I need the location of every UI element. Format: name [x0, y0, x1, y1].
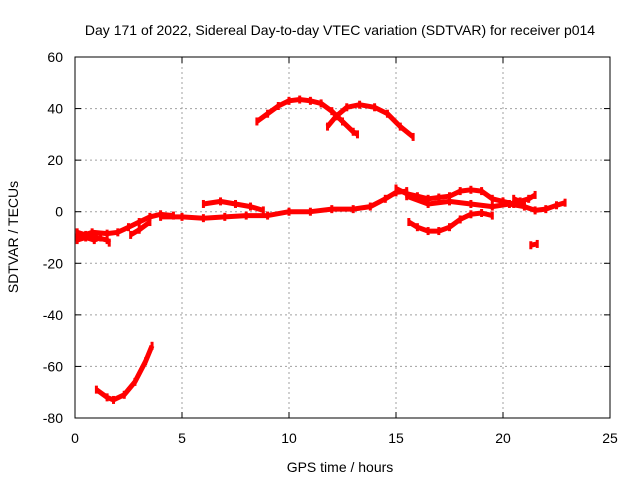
- y-tick-label: -80: [43, 410, 63, 426]
- y-tick-label: 20: [47, 152, 63, 168]
- y-axis-label: SDTVAR / TECUs: [5, 181, 21, 293]
- x-tick-label: 20: [495, 430, 511, 446]
- series-line-track-e: [203, 198, 265, 213]
- y-tick-label: -20: [43, 255, 63, 271]
- series-line-track-h: [325, 102, 415, 139]
- y-tick-label: -40: [43, 307, 63, 323]
- series-line-track-l: [512, 192, 537, 204]
- series-line-track-g: [255, 97, 359, 137]
- plot-frame: [74, 56, 611, 419]
- y-tick-label: 0: [55, 204, 63, 220]
- x-axis-label: GPS time / hours: [287, 459, 394, 475]
- x-tick-label: 10: [281, 430, 297, 446]
- chart-title: Day 171 of 2022, Sidereal Day-to-day VTE…: [85, 22, 595, 38]
- series-line-track-n: [76, 235, 102, 243]
- y-tick-label: -60: [43, 358, 63, 374]
- series-group: [75, 95, 567, 404]
- y-ticks: -80 -60 -40 -20 0 20 40 60: [43, 49, 610, 426]
- y-tick-label: 60: [47, 49, 63, 65]
- x-ticks: 0 5 10 15 20 25: [71, 57, 618, 446]
- grid-lines: [75, 57, 610, 418]
- y-tick-label: 40: [47, 101, 63, 117]
- series-line-track-d: [160, 188, 408, 221]
- x-tick-label: 0: [71, 430, 79, 446]
- x-tick-label: 5: [178, 430, 186, 446]
- x-tick-label: 25: [602, 430, 618, 446]
- x-tick-label: 15: [388, 430, 404, 446]
